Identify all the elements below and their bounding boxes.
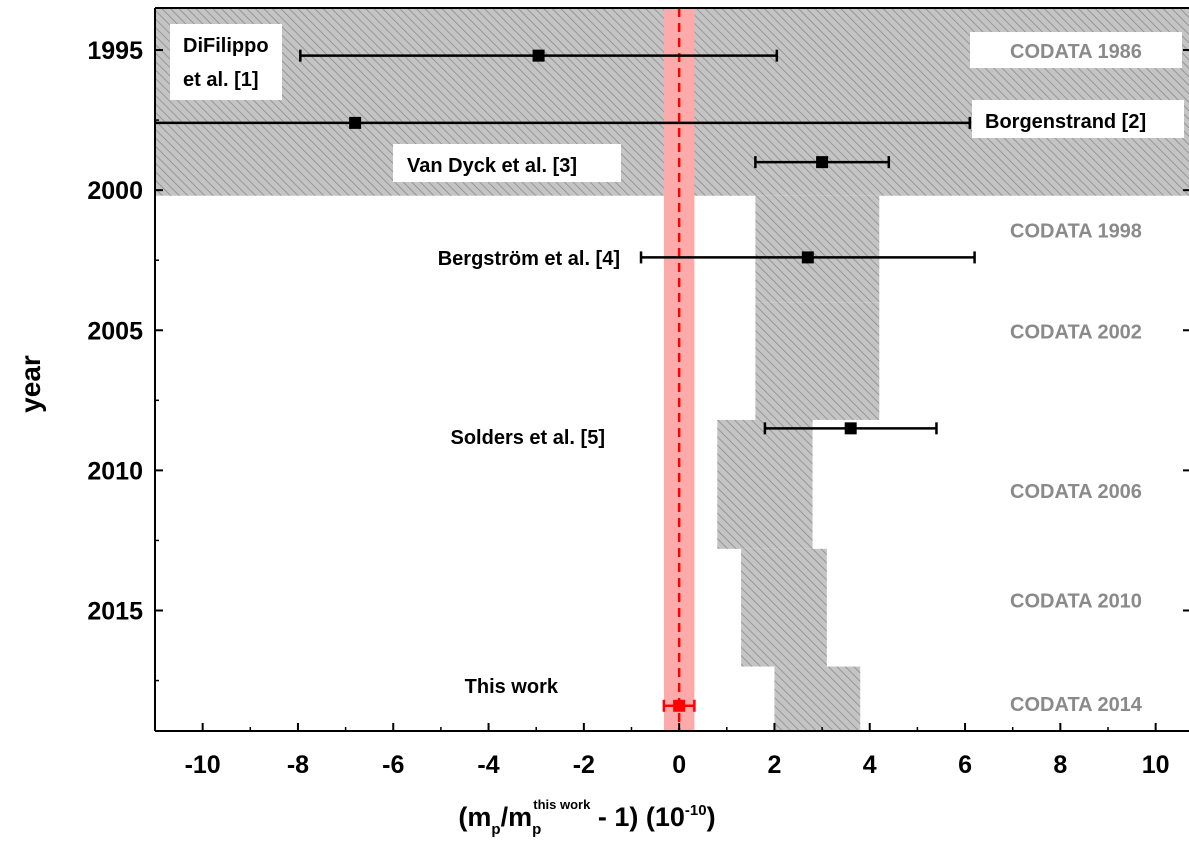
x-tick-label-1: -8 bbox=[287, 751, 309, 779]
this-work-band bbox=[663, 8, 695, 731]
measurement-label-0-line2: et al. [1] bbox=[183, 69, 259, 91]
x-axis-label-sub2: p bbox=[532, 821, 541, 838]
data-point-3 bbox=[801, 251, 814, 264]
x-tick-label-5: 0 bbox=[672, 751, 686, 779]
x-tick-label-0: -10 bbox=[185, 751, 221, 779]
measurement-label-4: Solders et al. [5] bbox=[451, 427, 606, 449]
measurement-label-bg-0 bbox=[170, 24, 282, 100]
measurement-label-1: Borgenstrand [2] bbox=[985, 111, 1146, 133]
measurement-label-2: Van Dyck et al. [3] bbox=[407, 155, 577, 177]
x-tick-label-10: 10 bbox=[1142, 751, 1170, 779]
x-tick-label-2: -6 bbox=[382, 751, 404, 779]
measurement-label-bg-1 bbox=[972, 100, 1184, 138]
y-tick-label-3: 2010 bbox=[87, 457, 143, 485]
codata-label-5: CODATA 2014 bbox=[1010, 694, 1143, 716]
x-axis-label-exp: -10 bbox=[685, 802, 707, 819]
y-tick-label-1: 2000 bbox=[87, 177, 143, 205]
codata-label-1: CODATA 1998 bbox=[1010, 220, 1142, 242]
data-point-0 bbox=[532, 49, 545, 62]
codata-label-bg-4 bbox=[970, 581, 1182, 618]
data-point-2 bbox=[816, 156, 829, 169]
codata-label-bg-5 bbox=[970, 684, 1182, 721]
x-tick-label-6: 2 bbox=[767, 751, 781, 779]
x-tick-label-9: 8 bbox=[1053, 751, 1067, 779]
measurement-labels: DiFilippo et al. [1] Borgenstrand [2] Van D… bbox=[170, 24, 1184, 698]
codata-band-3 bbox=[717, 419, 813, 549]
codata-label-2: CODATA 2002 bbox=[1010, 321, 1142, 343]
codata-label-bg-3 bbox=[970, 472, 1182, 508]
measurement-label-5: This work bbox=[465, 676, 559, 698]
y-tick-label-2: 2005 bbox=[87, 317, 143, 345]
x-axis-label-tail: - 1) (10 bbox=[590, 802, 685, 832]
data-point-1 bbox=[349, 116, 362, 129]
codata-band-1 bbox=[755, 195, 880, 303]
x-axis-label-sup: this work bbox=[533, 797, 591, 812]
x-axis-label-main: (m bbox=[458, 802, 491, 832]
x-tick-label-4: -2 bbox=[573, 751, 595, 779]
x-axis-label: (mp/mpthis work - 1) (10-10) bbox=[458, 797, 715, 838]
data-point-5 bbox=[673, 699, 686, 712]
codata-band-2 bbox=[755, 302, 880, 420]
x-axis-label-end: ) bbox=[707, 802, 716, 832]
y-tick-label-0: 1995 bbox=[87, 37, 143, 65]
codata-band-5 bbox=[774, 666, 861, 731]
codata-labels: CODATA 1986 CODATA 1998 CODATA 2002 CODATA … bbox=[970, 32, 1182, 721]
measurement-label-bg-2 bbox=[393, 144, 621, 182]
codata-label-bg-2 bbox=[970, 312, 1182, 349]
data-point-4 bbox=[844, 422, 857, 435]
codata-label-0: CODATA 1986 bbox=[1010, 41, 1142, 63]
x-axis-label-sub1: p bbox=[491, 821, 500, 838]
codata-label-3: CODATA 2006 bbox=[1010, 481, 1142, 503]
y-tick-label-4: 2015 bbox=[87, 598, 143, 626]
x-axis-label-mid: /m bbox=[501, 802, 533, 832]
measurement-label-3: Bergström et al. [4] bbox=[438, 248, 620, 270]
x-tick-label-3: -4 bbox=[477, 751, 499, 779]
x-tick-label-8: 6 bbox=[958, 751, 972, 779]
x-axis-title: (mp/mpthis work - 1) (10-10) bbox=[458, 797, 715, 838]
codata-label-4: CODATA 2010 bbox=[1010, 590, 1142, 612]
codata-label-bg-0 bbox=[970, 32, 1182, 69]
codata-label-bg-1 bbox=[970, 211, 1182, 248]
measurement-label-0: DiFilippo bbox=[183, 35, 269, 57]
x-tick-label-7: 4 bbox=[863, 751, 877, 779]
codata-band-4 bbox=[741, 548, 827, 667]
measurement-points bbox=[155, 49, 976, 712]
y-axis-label: year bbox=[15, 355, 46, 413]
axes: -10 -8 -6 -4 -2 0 2 4 6 8 10 1995 2000 2005 2010 2015 bbox=[87, 7, 1189, 779]
